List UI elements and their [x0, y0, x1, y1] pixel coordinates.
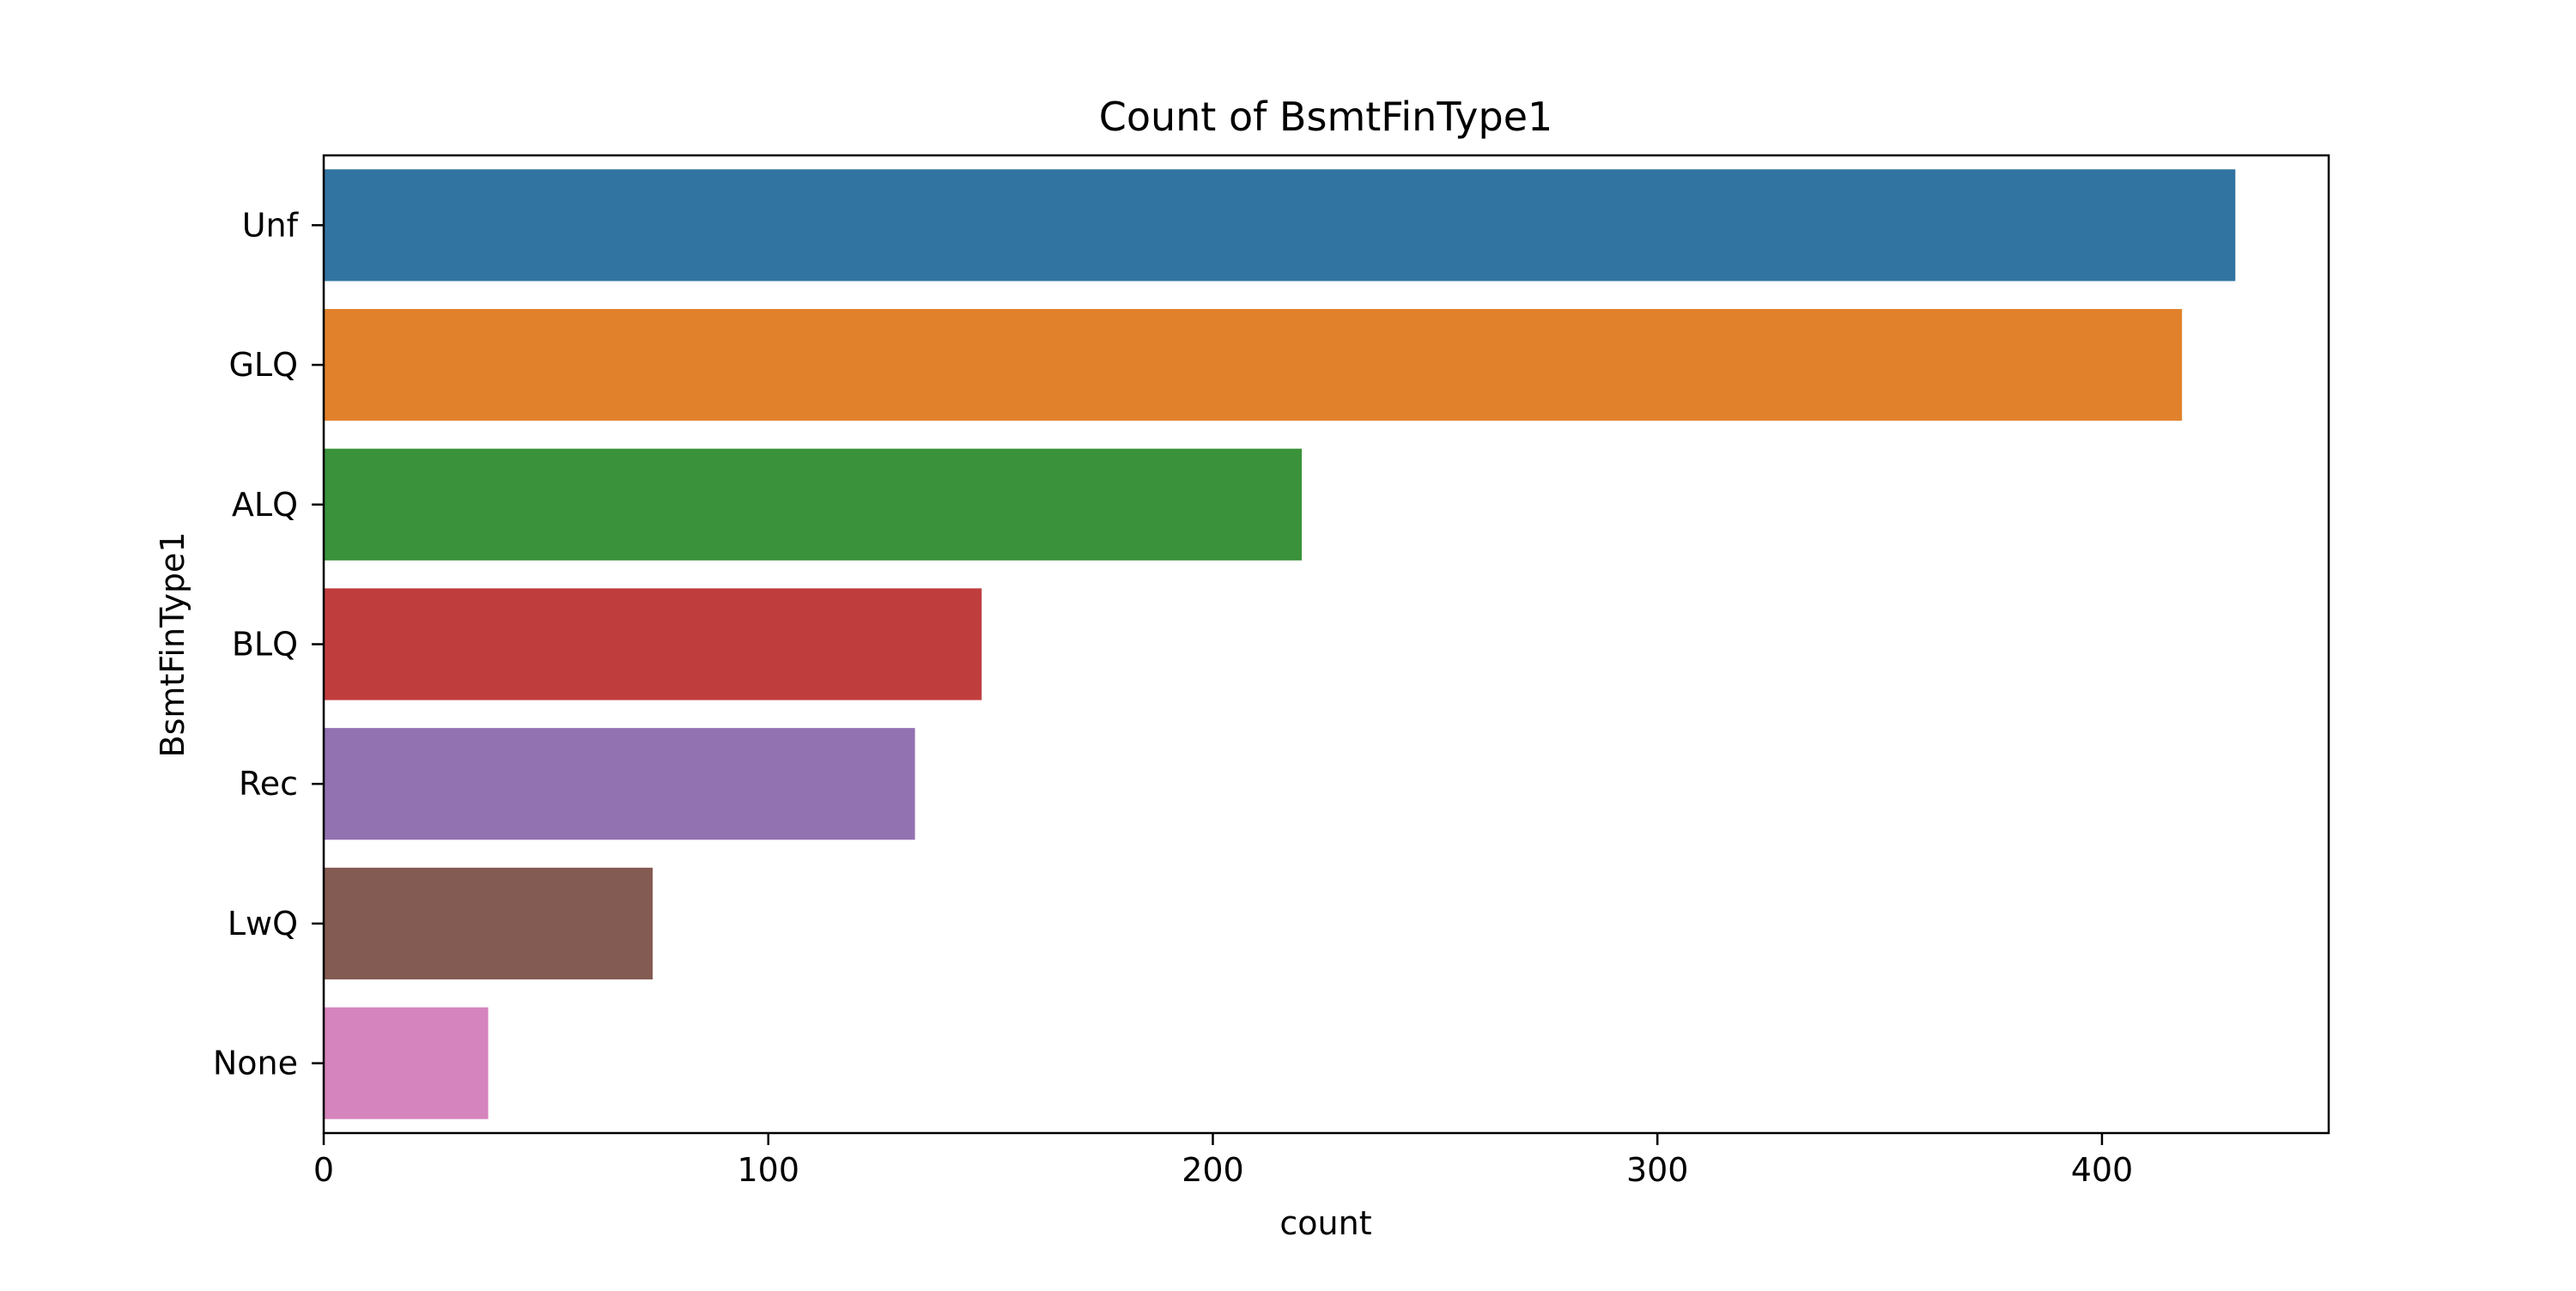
- bar-alq: [324, 448, 1303, 561]
- y-axis-ticks: Unf GLQ ALQ BLQ Rec LwQ None: [213, 206, 324, 1082]
- bar-blq: [324, 588, 982, 700]
- plot-frame: [322, 154, 2330, 1135]
- x-tick-label: 400: [2071, 1151, 2134, 1189]
- bar-glq: [324, 308, 2183, 421]
- bar-none: [324, 1007, 489, 1119]
- bar-unf: [324, 169, 2236, 282]
- x-tick-label: 0: [313, 1151, 334, 1189]
- y-tick-label: None: [213, 1045, 298, 1082]
- x-tick-label: 300: [1626, 1151, 1689, 1189]
- y-tick-label: Rec: [239, 765, 298, 803]
- x-axis-label: count: [1279, 1204, 1371, 1242]
- chart-title: Count of BsmtFinType1: [1099, 94, 1553, 140]
- y-tick-label: LwQ: [228, 905, 298, 942]
- y-axis-label: BsmtFinType1: [154, 532, 191, 758]
- y-tick-label: GLQ: [228, 346, 298, 384]
- y-tick-label: ALQ: [232, 486, 298, 524]
- bar-rec: [324, 728, 915, 840]
- bar-lwq: [324, 867, 653, 980]
- x-tick-label: 200: [1182, 1151, 1244, 1189]
- x-tick-label: 100: [737, 1151, 799, 1189]
- y-tick-label: BLQ: [232, 626, 298, 664]
- y-tick-label: Unf: [242, 206, 300, 244]
- x-axis-ticks: 0 100 200 300 400: [313, 1133, 2133, 1189]
- bars-group: [324, 169, 2236, 1119]
